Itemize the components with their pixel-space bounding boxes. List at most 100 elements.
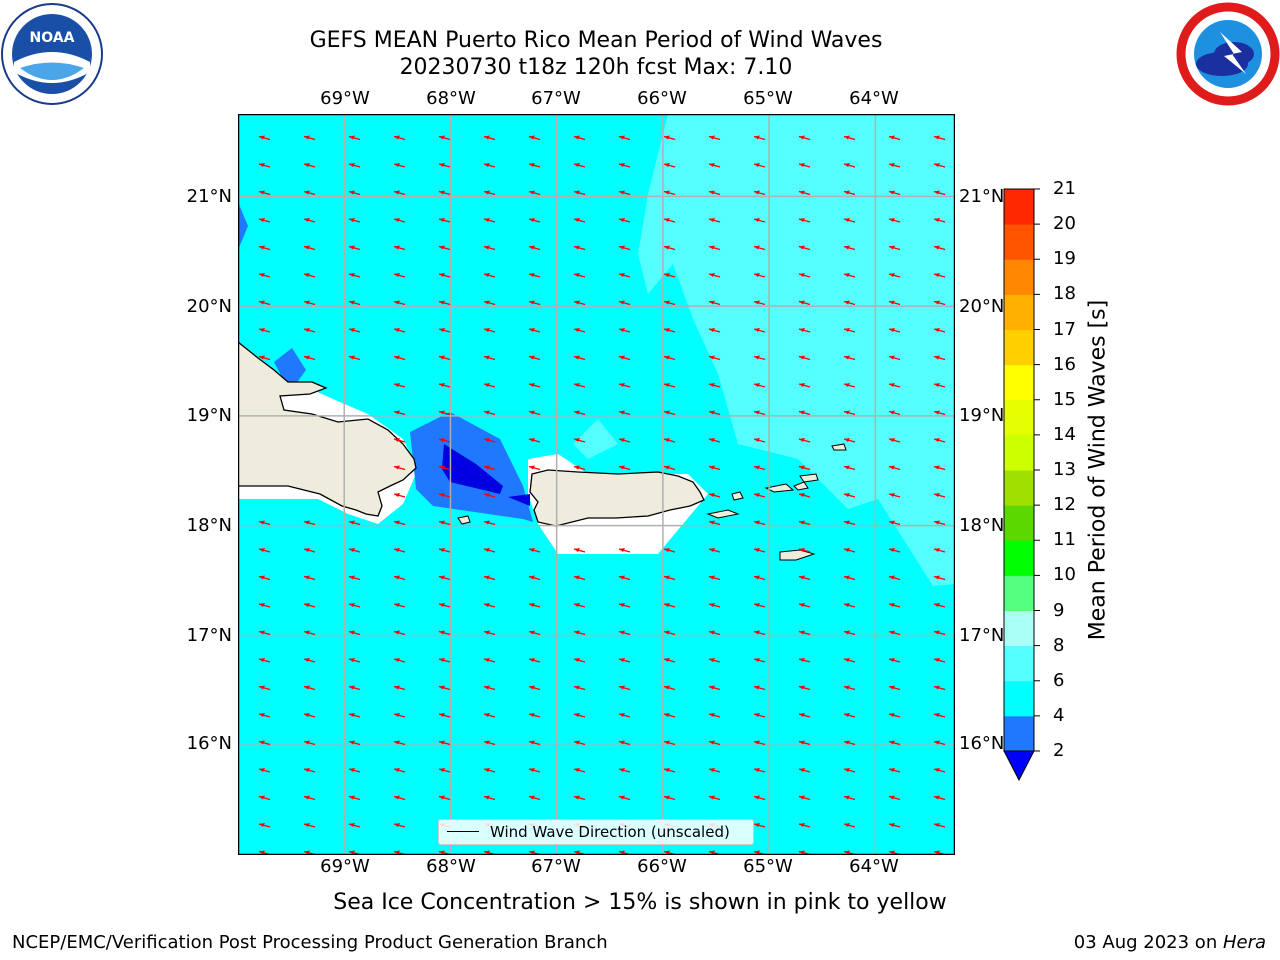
wave-direction-arrow — [888, 658, 901, 663]
lat-label-left-20n: 20°N — [186, 296, 232, 317]
wave-direction-arrow — [753, 163, 766, 168]
wave-direction-arrow — [663, 575, 676, 581]
wave-direction-arrow — [348, 548, 361, 553]
colorbar-segment — [1004, 715, 1034, 752]
wave-direction-arrow — [348, 795, 361, 801]
wave-direction-arrow — [798, 493, 811, 498]
wave-direction-arrow — [663, 328, 676, 333]
wave-direction-arrow — [303, 190, 316, 196]
wave-direction-arrow — [528, 135, 541, 141]
wave-direction-arrow — [483, 135, 496, 141]
land-vieques — [706, 509, 740, 519]
lat-label-left-21n: 21°N — [186, 186, 232, 207]
wave-direction-arrow — [753, 383, 766, 388]
colorbar-segment — [1004, 575, 1034, 611]
wave-direction-arrow — [258, 520, 271, 526]
wave-direction-arrow — [843, 410, 856, 416]
wave-direction-arrow — [528, 658, 541, 663]
wave-direction-arrow — [708, 410, 721, 416]
wave-direction-arrow — [573, 273, 586, 278]
wave-direction-arrow — [933, 300, 946, 306]
colorbar-segment — [1004, 645, 1034, 682]
wave-direction-arrow — [258, 163, 271, 168]
wave-direction-arrow — [348, 658, 361, 663]
wave-direction-arrow — [393, 823, 406, 828]
wave-direction-arrow — [753, 768, 766, 773]
colorbar-segment — [1004, 364, 1034, 401]
wave-direction-arrow — [483, 685, 496, 691]
wave-direction-arrow — [483, 273, 496, 278]
wave-direction-arrow — [438, 163, 451, 168]
wave-direction-arrow — [888, 218, 901, 223]
colorbar-segment — [1004, 540, 1034, 576]
wave-direction-arrow — [258, 135, 271, 141]
lon-label-bottom-67w: 67°W — [531, 856, 581, 877]
wave-direction-arrow — [933, 465, 946, 471]
wave-direction-arrow — [528, 273, 541, 278]
wave-direction-arrow — [708, 465, 721, 471]
wave-direction-arrow — [483, 795, 496, 801]
wave-direction-arrow — [888, 438, 901, 443]
wave-direction-arrow — [663, 685, 676, 691]
footer-date: 03 Aug 2023 on Hera — [1074, 932, 1266, 953]
wave-direction-arrow — [573, 548, 586, 553]
wave-direction-arrow — [483, 355, 496, 361]
wave-direction-arrow — [573, 410, 586, 416]
wave-direction-arrow — [303, 575, 316, 581]
land-puerto-rico — [529, 469, 705, 527]
wave-direction-arrow — [303, 218, 316, 223]
sea-ice-note: Sea Ice Concentration > 15% is shown in … — [333, 890, 947, 915]
wave-direction-arrow — [303, 713, 316, 718]
wave-direction-arrow — [573, 630, 586, 636]
wave-direction-arrow — [348, 823, 361, 828]
wave-direction-arrow — [798, 383, 811, 388]
wave-direction-arrow — [888, 273, 901, 278]
colorbar-title: Mean Period of Wind Waves [s] — [1085, 299, 1111, 641]
wave-direction-arrow — [528, 218, 541, 223]
wave-direction-arrow — [888, 410, 901, 416]
wave-direction-arrow — [933, 383, 946, 388]
wave-direction-arrow — [933, 135, 946, 141]
wave-direction-arrow — [753, 740, 766, 746]
wave-direction-arrow — [663, 273, 676, 278]
wave-direction-arrow — [258, 575, 271, 581]
wave-direction-arrow — [663, 630, 676, 636]
wave-direction-arrow — [708, 520, 721, 526]
wave-direction-arrow — [753, 410, 766, 416]
wave-direction-arrow — [483, 493, 496, 498]
land-culebra — [731, 491, 744, 501]
wave-direction-arrow — [393, 740, 406, 746]
wave-direction-arrow — [528, 740, 541, 746]
wave-direction-arrow — [933, 438, 946, 443]
wave-direction-arrow — [483, 603, 496, 608]
wave-direction-arrow — [663, 740, 676, 746]
wave-direction-arrow — [888, 245, 901, 251]
wave-direction-arrow — [663, 465, 676, 471]
wave-direction-arrow — [438, 438, 451, 443]
wave-direction-arrow — [258, 740, 271, 746]
wave-direction-arrow — [798, 355, 811, 361]
wave-direction-arrow — [438, 218, 451, 223]
wave-direction-arrow — [438, 410, 451, 416]
wave-direction-arrow — [888, 300, 901, 306]
wave-direction-arrow — [438, 383, 451, 388]
wave-direction-arrow — [258, 713, 271, 718]
wave-direction-arrow — [843, 328, 856, 333]
wave-direction-arrow — [753, 355, 766, 361]
wave-direction-arrow — [618, 630, 631, 636]
wave-direction-arrow — [483, 438, 496, 443]
wave-direction-arrow — [528, 328, 541, 333]
wave-direction-arrow — [348, 190, 361, 196]
wave-direction-arrow — [573, 383, 586, 388]
wave-direction-arrow — [888, 465, 901, 471]
wave-direction-arrow — [438, 630, 451, 636]
wave-direction-arrow — [888, 520, 901, 526]
wave-direction-arrow — [933, 520, 946, 526]
wave-direction-arrow — [753, 218, 766, 223]
wave-direction-arrow — [573, 685, 586, 691]
wave-direction-arrow — [303, 548, 316, 553]
wave-direction-arrow — [393, 575, 406, 581]
wave-direction-arrow — [798, 740, 811, 746]
wave-direction-arrow — [528, 163, 541, 168]
wave-direction-arrow — [483, 383, 496, 388]
